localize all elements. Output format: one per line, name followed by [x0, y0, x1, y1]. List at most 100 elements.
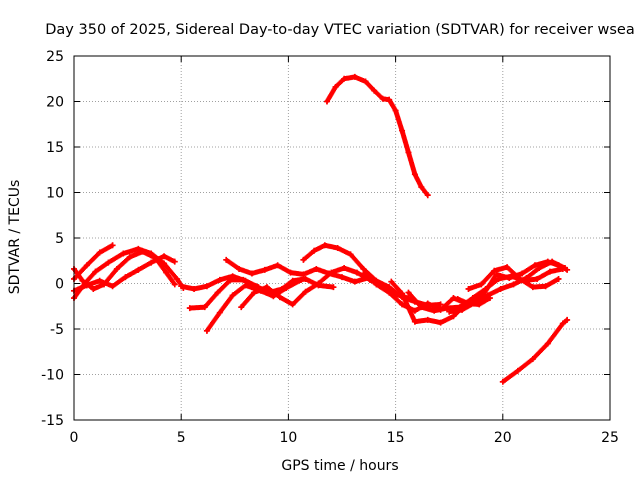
- data-point: [341, 75, 348, 82]
- data-point: [203, 283, 210, 290]
- data-point: [467, 301, 474, 308]
- data-point: [328, 269, 335, 276]
- data-point: [510, 281, 517, 288]
- data-point: [216, 309, 223, 316]
- axis-tick-labels: 0 5 10 15 20 25 -15 -10 -5 0 5 10 15 20 25: [41, 49, 619, 446]
- y-tick-label: 15: [46, 140, 64, 156]
- data-point: [534, 275, 541, 282]
- y-tick-label: 10: [46, 186, 64, 202]
- data-point: [171, 281, 178, 288]
- data-point: [564, 266, 571, 273]
- data-point: [311, 247, 318, 254]
- x-tick-label: 25: [601, 430, 619, 446]
- data-point: [191, 285, 198, 292]
- data-point: [405, 149, 412, 156]
- y-tick-label: -10: [41, 368, 64, 384]
- data-point: [148, 259, 155, 266]
- x-tick-label: 5: [177, 430, 186, 446]
- data-point: [362, 78, 369, 85]
- data-point: [248, 270, 255, 277]
- data-point: [79, 277, 86, 284]
- data-point: [242, 282, 249, 289]
- data-point: [238, 304, 245, 311]
- data-point: [478, 281, 485, 288]
- data-point: [274, 262, 281, 269]
- series-track-10: [300, 242, 444, 309]
- data-point: [529, 284, 536, 291]
- y-axis-label: SDTVAR / TECUs: [7, 180, 23, 295]
- data-point: [418, 184, 425, 191]
- x-tick-label: 0: [70, 430, 79, 446]
- data-point: [229, 292, 236, 299]
- data-point: [399, 301, 406, 308]
- data-point: [203, 327, 210, 334]
- data-point: [465, 285, 472, 292]
- data-point: [161, 253, 168, 260]
- data-point: [113, 265, 120, 272]
- data-point: [411, 318, 418, 325]
- data-point: [351, 73, 358, 80]
- y-tick-label: 0: [55, 277, 64, 293]
- data-point: [334, 245, 341, 252]
- data-point: [216, 276, 223, 283]
- series-track-11: [323, 73, 431, 199]
- data-point: [386, 284, 393, 291]
- data-point: [437, 301, 444, 308]
- chart-title: Day 350 of 2025, Sidereal Day-to-day VTE…: [45, 22, 634, 38]
- data-point: [96, 277, 103, 284]
- data-point: [519, 270, 526, 277]
- data-point: [351, 278, 358, 285]
- grid-lines: [74, 56, 610, 420]
- data-point: [227, 276, 234, 283]
- data-point: [360, 270, 367, 277]
- data-point: [564, 316, 571, 323]
- data-point: [454, 295, 461, 302]
- data-point: [135, 266, 142, 273]
- data-point: [491, 267, 498, 274]
- data-point: [559, 320, 566, 327]
- data-point: [330, 284, 337, 291]
- data-point: [83, 262, 90, 269]
- y-tick-label: -5: [50, 322, 64, 338]
- x-axis-label: GPS time / hours: [281, 458, 398, 474]
- data-point: [339, 274, 345, 281]
- data-point: [173, 275, 180, 282]
- axis-ticks: [73, 55, 611, 421]
- data-point: [546, 268, 553, 275]
- data-point: [373, 281, 380, 288]
- data-point: [514, 367, 521, 374]
- data-point: [298, 276, 305, 283]
- y-tick-label: 25: [46, 49, 64, 65]
- data-point: [171, 258, 178, 265]
- x-tick-label: 20: [494, 430, 512, 446]
- data-point: [469, 295, 476, 302]
- data-point: [354, 269, 361, 276]
- data-point: [236, 265, 243, 272]
- data-point: [411, 171, 418, 178]
- data-point: [347, 251, 354, 258]
- data-point: [544, 340, 551, 347]
- data-point: [92, 268, 99, 275]
- data-point: [313, 265, 320, 272]
- y-tick-label: 20: [46, 95, 64, 111]
- data-point: [223, 256, 230, 263]
- data-point: [542, 283, 549, 290]
- data-point: [555, 262, 562, 269]
- data-point: [122, 274, 129, 281]
- data-point: [276, 294, 283, 301]
- data-point: [424, 316, 431, 323]
- data-point: [300, 271, 307, 278]
- series-track-4: [71, 253, 178, 294]
- data-point: [437, 319, 444, 326]
- data-point: [499, 378, 506, 385]
- data-point: [405, 289, 412, 296]
- data-point: [289, 301, 296, 308]
- data-point: [504, 264, 511, 271]
- data-point: [446, 308, 453, 315]
- data-point: [178, 283, 185, 290]
- data-point: [431, 307, 438, 314]
- y-tick-label: -15: [41, 413, 64, 429]
- data-point: [424, 192, 431, 199]
